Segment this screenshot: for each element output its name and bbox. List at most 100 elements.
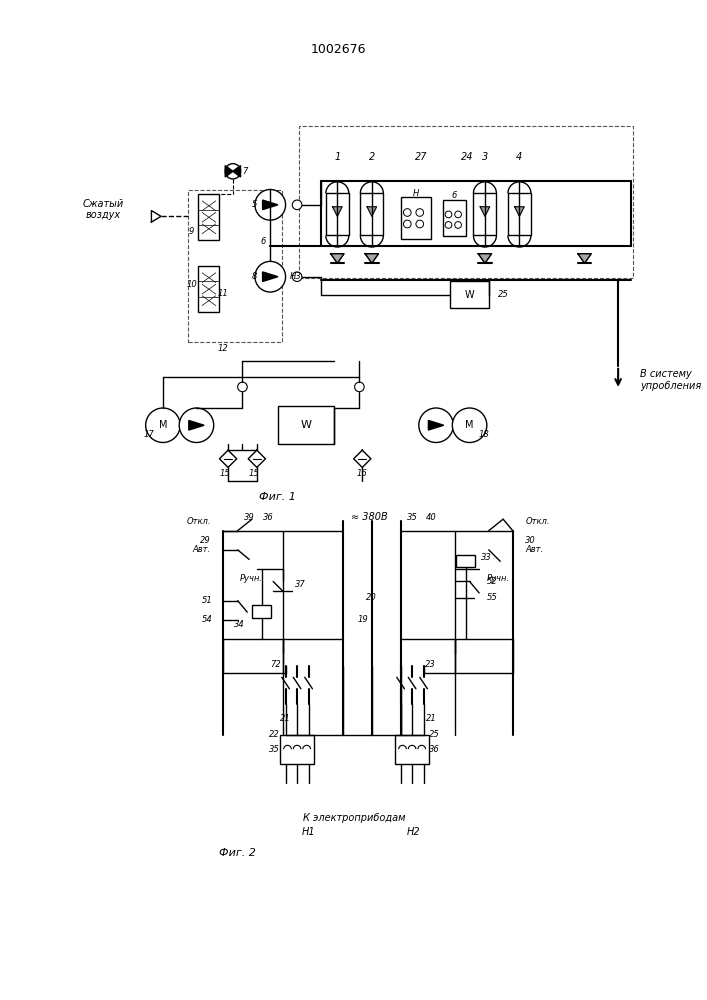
Text: 6: 6 (452, 191, 457, 200)
Circle shape (179, 408, 214, 442)
Text: 36: 36 (429, 745, 440, 754)
Polygon shape (515, 207, 524, 216)
Text: Откл.: Откл. (187, 517, 211, 526)
Bar (199, 266, 219, 312)
Polygon shape (331, 254, 344, 263)
Bar (326, 193, 349, 235)
Text: 27: 27 (416, 152, 428, 162)
Circle shape (292, 200, 302, 210)
Text: 10: 10 (186, 280, 197, 289)
Text: 21: 21 (426, 714, 437, 723)
Circle shape (355, 382, 364, 392)
Text: 15: 15 (249, 469, 259, 478)
Circle shape (445, 211, 452, 218)
Text: 6: 6 (261, 237, 267, 246)
Circle shape (238, 382, 247, 392)
Text: 7: 7 (243, 167, 248, 176)
Text: 30: 30 (525, 536, 536, 545)
Bar (199, 194, 219, 240)
Text: 11: 11 (218, 289, 228, 298)
Text: 40: 40 (426, 513, 437, 522)
Text: 23: 23 (424, 660, 436, 669)
Text: Н1: Н1 (302, 827, 315, 837)
Text: 34: 34 (233, 620, 245, 629)
Text: 52: 52 (487, 577, 498, 586)
Polygon shape (428, 420, 444, 430)
Text: 16: 16 (357, 469, 368, 478)
Text: 35: 35 (269, 745, 280, 754)
Text: 19: 19 (358, 615, 368, 624)
Bar (450, 281, 489, 308)
Bar (456, 555, 475, 567)
Text: 2: 2 (369, 152, 375, 162)
Bar (508, 193, 531, 235)
Circle shape (146, 408, 180, 442)
Polygon shape (248, 450, 265, 467)
Text: 18: 18 (479, 430, 489, 439)
Polygon shape (151, 211, 161, 222)
Text: Ручн.: Ручн. (240, 574, 262, 583)
Bar (278, 406, 334, 444)
Text: Авт.: Авт. (193, 545, 211, 554)
Text: Фиг. 2: Фиг. 2 (218, 848, 255, 858)
Text: 39: 39 (244, 513, 255, 522)
Polygon shape (478, 254, 491, 263)
Circle shape (416, 209, 423, 216)
Bar (252, 605, 271, 618)
Circle shape (292, 272, 302, 281)
Text: Фиг. 1: Фиг. 1 (259, 492, 296, 502)
Polygon shape (367, 207, 377, 216)
Text: 72: 72 (270, 660, 281, 669)
Text: Н: Н (413, 189, 419, 198)
Text: 12: 12 (218, 344, 228, 353)
Text: 15: 15 (220, 469, 230, 478)
Polygon shape (332, 207, 342, 216)
Text: 9: 9 (189, 227, 194, 236)
Text: М: М (158, 420, 167, 430)
Text: 25: 25 (429, 730, 440, 739)
Text: М: М (465, 420, 474, 430)
Bar (361, 193, 383, 235)
Text: 5: 5 (252, 200, 257, 209)
Bar (188, 190, 282, 342)
Text: 55: 55 (487, 593, 498, 602)
Text: 33: 33 (481, 553, 492, 562)
Bar (299, 126, 633, 278)
Text: 1002676: 1002676 (310, 43, 366, 56)
Circle shape (452, 408, 487, 442)
Text: 22: 22 (269, 730, 280, 739)
Text: 54: 54 (202, 615, 213, 624)
Text: 1: 1 (334, 152, 341, 162)
Text: К электроприбодам: К электроприбодам (303, 813, 406, 823)
Circle shape (255, 261, 286, 292)
Polygon shape (578, 254, 591, 263)
Text: W: W (300, 420, 311, 430)
Text: 36: 36 (263, 513, 274, 522)
Bar (443, 200, 466, 236)
Text: 51: 51 (202, 596, 213, 605)
Bar (401, 197, 431, 239)
Text: 21: 21 (280, 714, 291, 723)
Text: ≈ 380В: ≈ 380В (351, 512, 387, 522)
Text: 17: 17 (144, 430, 154, 439)
Circle shape (404, 220, 411, 228)
Circle shape (404, 209, 411, 216)
Text: НЗ: НЗ (289, 272, 301, 281)
Text: Сжатый
воздух: Сжатый воздух (83, 199, 124, 220)
Polygon shape (354, 450, 371, 467)
Polygon shape (233, 166, 240, 177)
Circle shape (416, 220, 423, 228)
Polygon shape (262, 272, 278, 281)
Text: Ручн.: Ручн. (487, 574, 510, 583)
Circle shape (455, 222, 462, 228)
Text: Авт.: Авт. (525, 545, 543, 554)
Text: 8: 8 (252, 272, 257, 281)
Circle shape (445, 222, 452, 228)
Text: 29: 29 (200, 536, 211, 545)
Bar (280, 735, 315, 764)
Polygon shape (365, 254, 378, 263)
Polygon shape (219, 450, 237, 467)
Text: W: W (464, 290, 474, 300)
Text: 25: 25 (498, 290, 508, 299)
Text: 24: 24 (462, 152, 474, 162)
